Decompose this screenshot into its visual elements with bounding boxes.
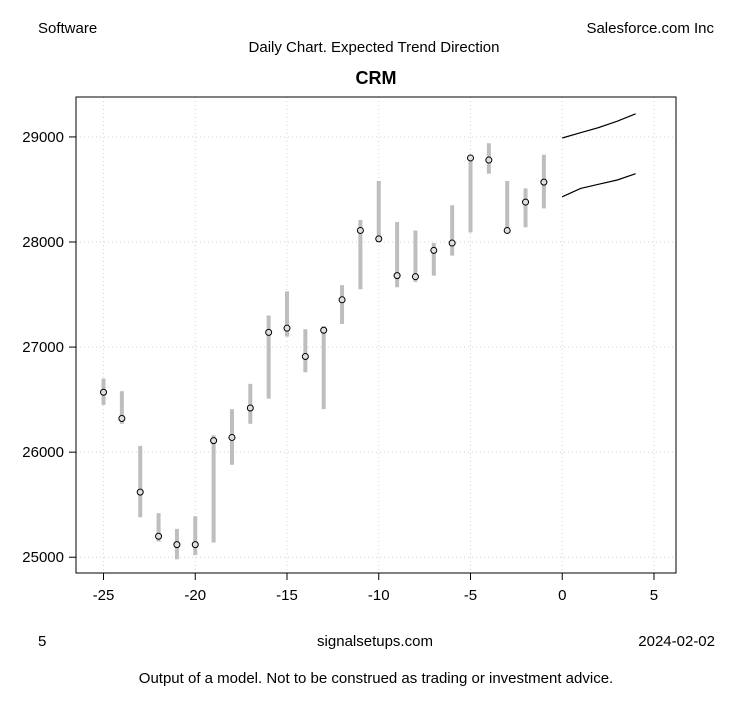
close-point (320, 326, 328, 334)
footer-date: 2024-02-02 (638, 633, 715, 650)
x-tick-label: 0 (558, 587, 566, 604)
disclaimer: Output of a model. Not to be construed a… (138, 670, 614, 687)
y-tick-label: 25000 (22, 549, 64, 566)
close-point (118, 415, 126, 423)
footer-left: 5 (38, 633, 47, 650)
close-point (136, 488, 144, 496)
close-point (540, 178, 548, 186)
close-point (301, 353, 309, 361)
close-point (283, 324, 291, 332)
close-point (265, 328, 273, 336)
close-point (246, 404, 254, 412)
projection-lines (561, 113, 636, 198)
close-points (100, 154, 548, 549)
close-point (466, 154, 474, 162)
y-tick-label: 26000 (22, 444, 64, 461)
close-point (411, 273, 419, 281)
x-tick-label: -10 (368, 587, 390, 604)
x-tick-label: -25 (93, 587, 115, 604)
chart-subtitle: Daily Chart. Expected Trend Direction (248, 39, 500, 56)
close-point (485, 156, 493, 164)
close-point (356, 226, 364, 234)
x-tick-label: 5 (650, 587, 658, 604)
close-point (191, 541, 199, 549)
y-tick-label: 27000 (22, 339, 64, 356)
close-point (448, 239, 456, 247)
projection-line (562, 113, 636, 139)
footer-site[interactable]: signalsetups.com (317, 633, 433, 650)
company-name: Salesforce.com Inc (586, 20, 714, 37)
y-tick-label: 28000 (22, 234, 64, 251)
range-bars (101, 143, 546, 560)
x-tick-label: -15 (276, 587, 298, 604)
close-point (338, 296, 346, 304)
x-tick-label: -5 (464, 587, 477, 604)
sector-label: Software (38, 20, 98, 37)
axes: -25 -20 -15 -10 -5 0 5 25000 26000 27000 28000 2900… (22, 129, 658, 604)
close-point (393, 272, 401, 280)
close-point (228, 433, 236, 441)
close-point (173, 541, 181, 549)
close-point (100, 388, 108, 396)
close-point (522, 198, 530, 206)
projection-line (561, 173, 636, 198)
x-tick-label: -20 (184, 587, 206, 604)
chart-title: CRM (355, 68, 397, 88)
close-point (155, 532, 163, 540)
y-tick-label: 29000 (22, 129, 64, 146)
plot-frame (75, 96, 677, 574)
close-point (210, 437, 218, 445)
close-point (430, 246, 438, 254)
close-point (375, 235, 383, 243)
grid (76, 97, 676, 573)
close-point (503, 226, 511, 234)
